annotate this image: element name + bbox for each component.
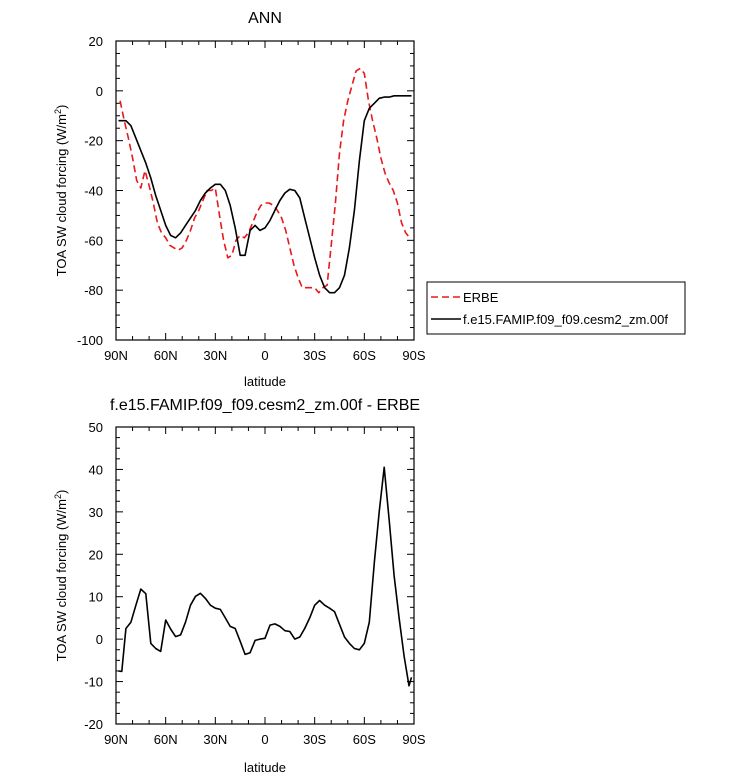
y-axis-label-text: TOA SW cloud forcing (W/m — [54, 114, 69, 276]
y-tick-label: -20 — [84, 717, 103, 732]
top-chart: ANN 90N 60N 30N 0 30S 60S 90S -100 -80 -60 -40 -20 0 2… — [53, 10, 426, 389]
x-tick-label: 90S — [402, 732, 425, 747]
plot-frame — [115, 426, 415, 725]
legend: ERBE f.e15.FAMIP.f09_f09.cesm2_zm.00f — [426, 281, 686, 335]
x-axis-label: latitude — [244, 374, 286, 389]
y-tick-label: 20 — [89, 547, 103, 562]
chart-title: ANN — [248, 10, 282, 27]
y-tick-label: 40 — [89, 462, 103, 477]
y-axis-label-superscript: 2 — [53, 494, 63, 499]
x-tick-label: 60S — [353, 348, 376, 363]
x-tick-label: 30S — [303, 732, 326, 747]
y-tick-label: 0 — [96, 632, 103, 647]
y-tick-label: 10 — [89, 590, 103, 605]
x-tick-label: 90N — [104, 732, 128, 747]
y-axis-label-tail: ) — [54, 490, 69, 494]
y-tick-label: -10 — [84, 675, 103, 690]
y-tick-label: -60 — [84, 233, 103, 248]
legend-label: f.e15.FAMIP.f09_f09.cesm2_zm.00f — [463, 312, 668, 327]
y-tick-label: -100 — [77, 333, 103, 348]
x-tick-label: 60S — [353, 732, 376, 747]
x-tick-label: 0 — [261, 732, 268, 747]
x-tick-label: 30S — [303, 348, 326, 363]
x-tick-label: 0 — [261, 348, 268, 363]
y-axis-label: TOA SW cloud forcing (W/m2) — [53, 105, 69, 277]
series-line-erbe — [119, 67, 411, 294]
y-tick-label: 50 — [89, 420, 103, 435]
legend-label: ERBE — [463, 290, 499, 305]
x-tick-label: 30N — [203, 348, 227, 363]
series-line-f-e15-famip-f09-f09-cesm2-zm-00f — [118, 95, 412, 294]
y-axis-label: TOA SW cloud forcing (W/m2) — [53, 490, 69, 662]
y-tick-label: -20 — [84, 134, 103, 149]
y-tick-label: 0 — [96, 84, 103, 99]
y-tick-label: -80 — [84, 283, 103, 298]
y-axis-label-text: TOA SW cloud forcing (W/m — [54, 499, 69, 661]
chart-title: f.e15.FAMIP.f09_f09.cesm2_zm.00f - ERBE — [110, 397, 420, 414]
y-axis-label-tail: ) — [54, 105, 69, 109]
y-tick-label: 30 — [89, 505, 103, 520]
x-tick-label: 30N — [203, 732, 227, 747]
x-tick-label: 90S — [402, 348, 425, 363]
x-axis-label: latitude — [244, 760, 286, 775]
x-tick-label: 90N — [104, 348, 128, 363]
legend-box — [426, 281, 686, 335]
x-tick-label: 60N — [154, 348, 178, 363]
series-line-0 — [118, 466, 413, 687]
bottom-chart: f.e15.FAMIP.f09_f09.cesm2_zm.00f - ERBE 9… — [53, 397, 426, 775]
plot-frame — [115, 40, 415, 341]
y-axis-label-superscript: 2 — [53, 109, 63, 114]
y-tick-label: -40 — [84, 184, 103, 199]
x-tick-label: 60N — [154, 732, 178, 747]
y-tick-label: 20 — [89, 34, 103, 49]
